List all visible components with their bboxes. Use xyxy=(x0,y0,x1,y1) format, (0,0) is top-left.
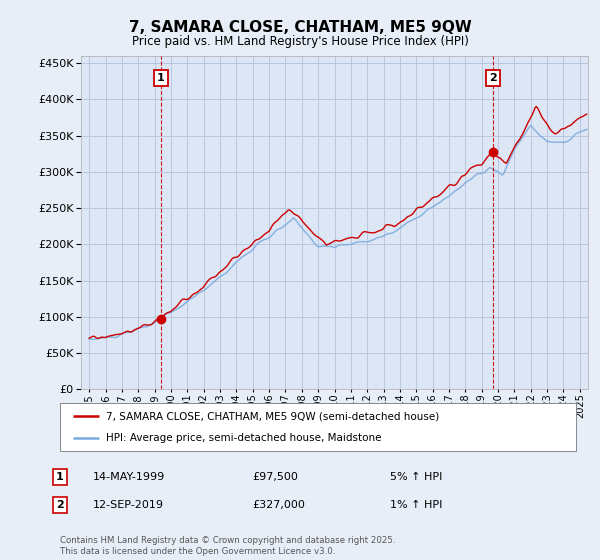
Text: 12-SEP-2019: 12-SEP-2019 xyxy=(93,500,164,510)
Text: 1% ↑ HPI: 1% ↑ HPI xyxy=(390,500,442,510)
Text: £97,500: £97,500 xyxy=(252,472,298,482)
Text: Contains HM Land Registry data © Crown copyright and database right 2025.
This d: Contains HM Land Registry data © Crown c… xyxy=(60,536,395,556)
Text: 1: 1 xyxy=(56,472,64,482)
Text: Price paid vs. HM Land Registry's House Price Index (HPI): Price paid vs. HM Land Registry's House … xyxy=(131,35,469,48)
Text: £327,000: £327,000 xyxy=(252,500,305,510)
Text: HPI: Average price, semi-detached house, Maidstone: HPI: Average price, semi-detached house,… xyxy=(106,433,382,443)
Text: 5% ↑ HPI: 5% ↑ HPI xyxy=(390,472,442,482)
Text: 2: 2 xyxy=(490,73,497,83)
Text: 14-MAY-1999: 14-MAY-1999 xyxy=(93,472,165,482)
Text: 7, SAMARA CLOSE, CHATHAM, ME5 9QW (semi-detached house): 7, SAMARA CLOSE, CHATHAM, ME5 9QW (semi-… xyxy=(106,411,440,421)
Text: 1: 1 xyxy=(157,73,164,83)
Text: 7, SAMARA CLOSE, CHATHAM, ME5 9QW: 7, SAMARA CLOSE, CHATHAM, ME5 9QW xyxy=(128,20,472,35)
Text: 2: 2 xyxy=(56,500,64,510)
